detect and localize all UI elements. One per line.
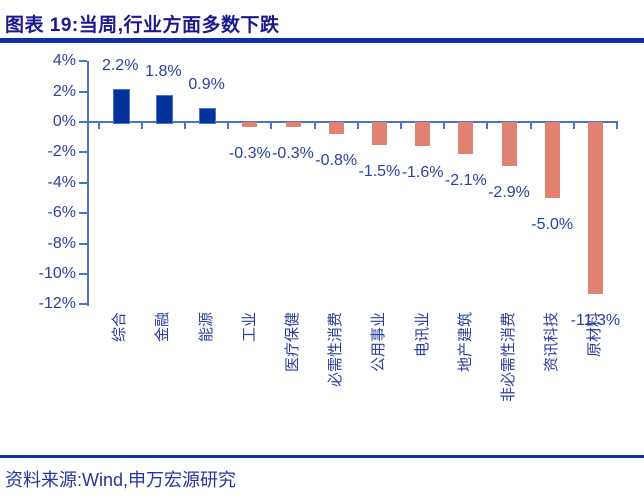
bar <box>242 122 258 127</box>
x-axis-tick <box>313 122 316 129</box>
y-axis-tick-label: -12% <box>38 295 76 313</box>
x-axis-tick <box>184 122 186 129</box>
bar-value-label: 0.9% <box>188 76 225 94</box>
x-axis-tick <box>616 122 618 129</box>
x-axis-tick <box>97 122 100 129</box>
x-axis-tick <box>140 122 143 129</box>
x-axis-tick <box>270 122 273 129</box>
bar-value-label: -1.5% <box>358 162 401 180</box>
y-axis-line <box>87 61 89 307</box>
bar-value-label: -2.9% <box>488 184 530 202</box>
y-axis-tick <box>79 303 87 306</box>
bar <box>371 122 387 145</box>
bar-value-label: 1.8% <box>145 62 182 80</box>
y-axis-tick-label: -10% <box>38 265 76 282</box>
x-axis-line <box>88 121 618 123</box>
y-axis-tick-label: 4% <box>52 52 76 70</box>
category-label: 金融 <box>154 312 172 343</box>
bar-value-label: -2.1% <box>444 171 487 189</box>
y-axis-tick <box>79 273 87 275</box>
x-axis-tick <box>356 122 359 129</box>
bar <box>285 122 301 127</box>
bar-value-label: -0.3% <box>228 144 271 162</box>
y-axis-tick <box>79 242 87 245</box>
category-label: 公用事业 <box>370 312 388 373</box>
x-axis-tick <box>572 122 575 129</box>
y-axis-tick-label: -4% <box>47 173 76 191</box>
y-axis-tick <box>79 90 87 93</box>
x-axis-tick <box>486 122 489 129</box>
source-rule <box>0 455 644 458</box>
bar <box>328 122 344 135</box>
bar-value-label: -11.3% <box>570 311 621 329</box>
category-label: 必需性消费 <box>327 312 345 388</box>
bar <box>544 122 560 198</box>
category-label: 能源 <box>197 312 215 343</box>
x-axis-tick <box>443 122 446 129</box>
y-axis-tick <box>79 181 87 184</box>
y-axis-tick <box>79 151 87 154</box>
y-axis-tick-label: 0% <box>52 113 76 130</box>
y-axis-tick <box>79 212 87 215</box>
figure-title: 图表 19:当周,行业方面多数下跌 <box>5 15 280 36</box>
bar <box>199 108 217 124</box>
bar <box>155 94 173 124</box>
category-label: 原材料 <box>586 312 604 358</box>
x-axis-tick <box>400 122 402 129</box>
category-label: 非必需性消费 <box>500 312 517 403</box>
bar-value-label: -1.6% <box>401 164 444 182</box>
category-label: 资讯科技 <box>543 312 561 373</box>
bar-value-label: 2.2% <box>101 56 139 74</box>
bar <box>415 122 431 147</box>
x-axis-tick <box>529 122 532 129</box>
bar <box>501 122 517 167</box>
x-axis-tick <box>227 122 230 129</box>
category-label: 综合 <box>111 312 129 343</box>
source-note: 资料来源:Wind,申万宏源研究 <box>5 470 237 490</box>
bar <box>458 122 474 154</box>
bar-chart: 4% 2% 0% -2% -4% -6% -8% -10% -12% 2.2% 综合 1.8% 金融 0.… <box>38 52 621 403</box>
bar <box>587 122 603 294</box>
y-axis-tick-label: 2% <box>52 82 76 100</box>
bar <box>112 88 130 124</box>
y-axis-tick <box>79 60 87 63</box>
bar-value-label: -0.3% <box>272 144 314 162</box>
y-axis-tick-label: -6% <box>47 204 76 222</box>
y-axis-tick <box>79 121 87 123</box>
y-axis-tick-label: -8% <box>47 234 76 252</box>
bar-value-label: -5.0% <box>531 216 574 233</box>
title-rule <box>0 38 644 43</box>
category-label: 工业 <box>240 312 258 343</box>
category-label: 医疗保健 <box>284 312 301 373</box>
bar-value-label: -0.8% <box>315 152 358 170</box>
category-label: 电讯业 <box>413 312 431 358</box>
category-label: 地产建筑 <box>456 312 474 373</box>
y-axis-tick-label: -2% <box>47 143 76 161</box>
